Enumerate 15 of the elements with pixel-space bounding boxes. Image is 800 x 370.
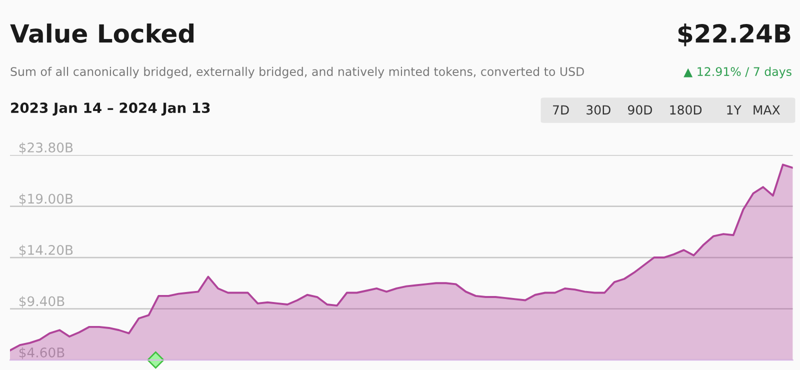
text: 1Y [727, 105, 742, 114]
text: 180D [670, 105, 702, 115]
text: MAX [754, 105, 780, 114]
text: 90D [628, 105, 652, 115]
chart-subtitle: Sum of all canonically bridged, externally bridged, and natively minted tokens, converted to USD [10, 66, 584, 78]
text: 7D [553, 105, 569, 114]
text: 30D [586, 105, 610, 115]
y-tick-label: $9.40B [19, 296, 64, 308]
y-tick-label: $23.80B [19, 142, 73, 154]
text: ▲ 12.91% / 7 days [684, 66, 792, 78]
text: 2023 Jan 14 – 2024 Jan 13 [11, 102, 210, 116]
y-tick-label: $14.20B [19, 244, 73, 257]
text: $22.24B [678, 24, 790, 46]
chart-title: Value Locked [10, 24, 194, 43]
y-tick-label: $19.00B [19, 194, 73, 206]
